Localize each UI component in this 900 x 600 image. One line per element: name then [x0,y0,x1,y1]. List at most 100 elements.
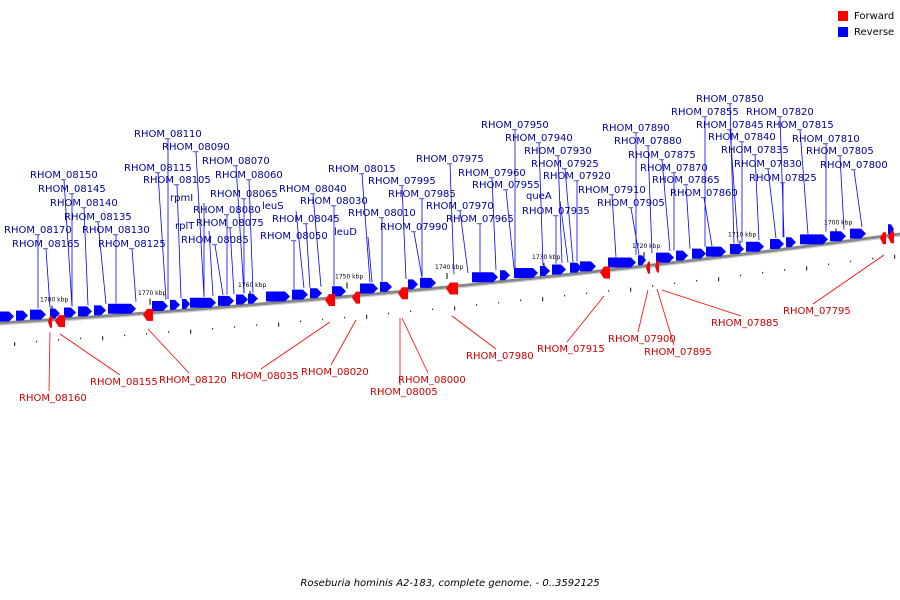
minor-tick [520,299,522,302]
minor-tick [278,322,280,327]
reverse-gene-arrow [108,303,136,314]
reverse-gene-arrow [706,246,726,257]
minor-tick [168,331,170,333]
reverse-label-connector [295,210,305,289]
reverse-gene-label: RHOM_07935 [522,206,590,217]
reverse-label-connector [459,210,469,274]
reverse-gene-label: RHOM_07800 [820,160,888,171]
reverse-gene-label: RHOM_07985 [388,189,456,200]
reverse-label-connector [754,154,760,241]
reverse-label-connector [97,221,107,304]
kbp-tick-label: 1700 kbp [824,220,852,227]
reverse-gene-arrow [552,264,566,275]
reverse-gene-label: RHOM_08090 [162,142,230,153]
reverse-gene-label: RHOM_07970 [426,201,494,212]
reverse-gene-label: RHOM_08075 [196,218,264,229]
label-connectors [37,103,885,392]
reverse-gene-label: RHOM_07805 [806,146,874,157]
reverse-gene-arrow [30,309,46,320]
reverse-gene-label: RHOM_07990 [380,222,448,233]
reverse-gene-arrow [292,289,308,300]
reverse-gene-arrow [692,248,706,259]
reverse-gene-label: RHOM_08150 [30,170,98,181]
reverse-gene-arrow [514,267,538,278]
reverse-gene-arrow [380,281,392,292]
minor-tick [564,294,566,297]
forward-label-connector [260,321,331,370]
minor-tick [608,290,610,292]
forward-gene-arrow [646,261,650,274]
reverse-label-connector [505,189,515,269]
reverse-gene-arrow [638,255,646,266]
reverse-label-connector [176,184,182,299]
reverse-label-connector [208,230,214,296]
reverse-label-connector [401,185,407,280]
minor-tick [850,260,852,263]
reverse-label-connector [449,163,455,275]
forward-gene-arrow [655,260,659,273]
forward-label-connector [661,289,742,317]
minor-tick [234,326,236,328]
reverse-label-connector [611,194,617,258]
minor-tick [300,320,302,323]
reverse-gene-label: RHOM_07860 [670,188,738,199]
reverse-gene-label: RHOM_07820 [746,107,814,118]
reverse-gene-label: RHOM_08040 [279,184,347,195]
reverse-label-connector [214,244,224,296]
reverse-gene-label: RHOM_08085 [181,235,249,246]
forward-gene-arrow [143,308,153,321]
reverse-gene-arrow [580,261,596,272]
minor-tick [124,334,126,337]
forward-label-connector [401,317,429,374]
kbp-tick-label: 1720 kbp [632,243,660,250]
reverse-label-connector [839,155,845,230]
reverse-gene-arrow [830,231,846,242]
forward-gene-arrow [48,315,52,328]
reverse-gene-arrow [800,234,828,245]
minor-tick [146,333,148,335]
reverse-gene-label: RHOM_07905 [597,198,665,209]
reverse-gene-arrow [472,272,498,283]
kbp-tick-label: 1730 kbp [532,254,560,261]
minor-tick [740,274,742,277]
reverse-gene-label: RHOM_07855 [671,107,739,118]
reverse-gene-arrow [786,237,796,248]
kbp-tick-label: 1740 kbp [435,264,463,271]
forward-gene-arrow [600,266,610,279]
reverse-label-connector [63,179,73,307]
minor-tick [14,342,16,347]
reverse-label-connector [630,207,640,255]
forward-gene-arrow [888,231,894,244]
reverse-gene-label: RHOM_07880 [614,136,682,147]
minor-tick [256,324,258,326]
minor-tick [366,314,368,319]
reverse-gene-arrow [770,239,784,250]
reverse-gene-label: RHOM_08165 [12,239,80,250]
reverse-label-connector [779,116,785,238]
forward-gene-label: RHOM_07795 [783,306,851,317]
reverse-gene-label: queA [526,191,552,202]
reverse-label-connector [157,172,167,300]
reverse-label-connector [538,142,544,266]
forward-gene-label: RHOM_07980 [466,351,534,362]
reverse-gene-label: RHOM_07920 [543,171,611,182]
minor-tick [410,310,412,313]
legend: Forward Reverse [838,8,894,40]
reverse-gene-label: rplT [175,221,195,232]
forward-gene-arrow [446,282,458,295]
reverse-gene-label: RHOM_07955 [472,180,540,191]
minor-tick [828,263,830,266]
minor-tick [388,312,390,315]
reverse-gene-arrow [218,295,234,306]
reverse-gene-arrow [332,286,346,297]
forward-gene-arrow [352,291,360,304]
forward-label-connector [330,319,357,366]
forward-swatch [838,11,848,21]
reverse-gene-arrow [676,250,688,261]
legend-forward: Forward [838,8,894,24]
reverse-label-connector [767,168,777,239]
reverse-gene-label: RHOM_08105 [143,175,211,186]
reverse-label-connector [559,200,569,263]
reverse-gene-label: RHOM_07965 [446,214,514,225]
